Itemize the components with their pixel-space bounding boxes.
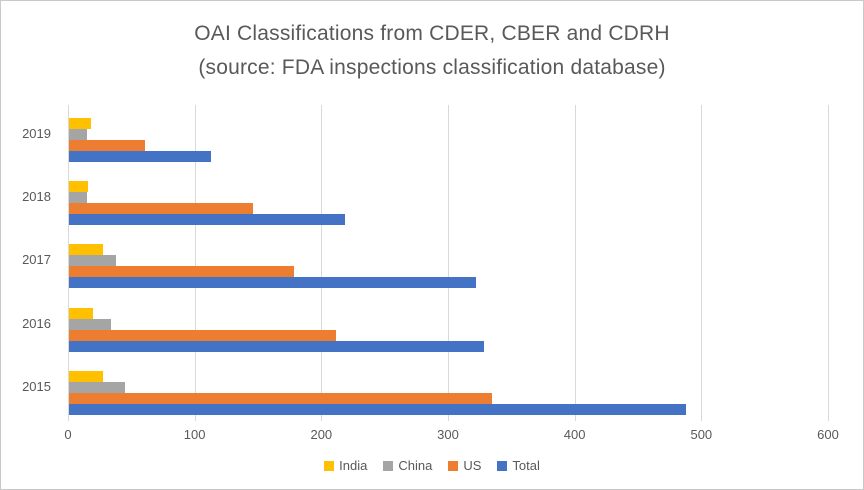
legend-label: India (339, 458, 368, 473)
y-category-label: 2017 (22, 252, 51, 268)
bar-us-2017 (69, 266, 294, 278)
gridline (448, 105, 449, 421)
legend-label: Total (512, 458, 540, 473)
bar-china-2015 (69, 381, 125, 393)
bar-us-2015 (69, 392, 492, 404)
gridline (701, 105, 703, 421)
legend-item-india: India (324, 458, 367, 473)
legend-label: US (463, 458, 482, 473)
gridline (828, 105, 829, 421)
bar-us-2018 (69, 203, 253, 215)
bar-india-2019 (69, 118, 91, 129)
bar-total-2015 (69, 403, 686, 415)
x-tick-label: 0 (64, 427, 72, 442)
gridline (574, 105, 576, 421)
legend-item-total: Total (497, 458, 540, 473)
gridline (194, 105, 196, 421)
bar-total-2019 (69, 151, 211, 162)
legend: India China US Total (1, 458, 863, 473)
x-tick-label: 600 (817, 427, 839, 442)
bar-india-2018 (69, 181, 88, 193)
y-category-label: 2018 (22, 189, 51, 205)
gridline (321, 105, 323, 421)
bar-india-2015 (69, 370, 103, 382)
x-tick-label: 500 (690, 427, 713, 442)
legend-swatch-icon (448, 460, 459, 471)
bar-china-2018 (69, 192, 87, 204)
bar-india-2016 (69, 307, 93, 319)
bar-us-2016 (69, 329, 336, 341)
y-category-label: 2015 (22, 378, 51, 394)
x-tick-label: 200 (310, 427, 333, 442)
bar-total-2017 (69, 277, 476, 289)
bar-china-2016 (69, 318, 111, 330)
legend-swatch-icon (324, 460, 335, 471)
bar-total-2018 (69, 214, 345, 226)
legend-swatch-icon (497, 460, 508, 471)
legend-item-china: China (383, 458, 432, 473)
legend-item-us: US (448, 458, 481, 473)
chart-title-line1: OAI Classifications from CDER, CBER and … (194, 22, 670, 45)
bar-china-2017 (69, 255, 116, 267)
gridline (68, 105, 69, 421)
bar-us-2019 (69, 140, 145, 151)
plot-area: 2019 2018 2017 2016 2015 (1, 105, 863, 421)
bar-india-2017 (69, 244, 103, 256)
chart-title-line2: (source: FDA inspections classification … (198, 56, 666, 79)
legend-swatch-icon (383, 460, 394, 471)
chart-title: OAI Classifications from CDER, CBER and … (1, 17, 863, 85)
x-tick-label: 400 (563, 427, 586, 442)
y-category-label: 2019 (22, 126, 51, 141)
legend-label: China (398, 458, 433, 473)
x-tick-label: 100 (183, 427, 206, 442)
x-axis-tick-labels: 0 100 200 300 400 500 600 (1, 427, 863, 443)
x-tick-label: 300 (437, 427, 459, 442)
y-category-label: 2016 (22, 315, 51, 331)
bar-china-2019 (69, 129, 87, 140)
bar-total-2016 (69, 340, 484, 352)
